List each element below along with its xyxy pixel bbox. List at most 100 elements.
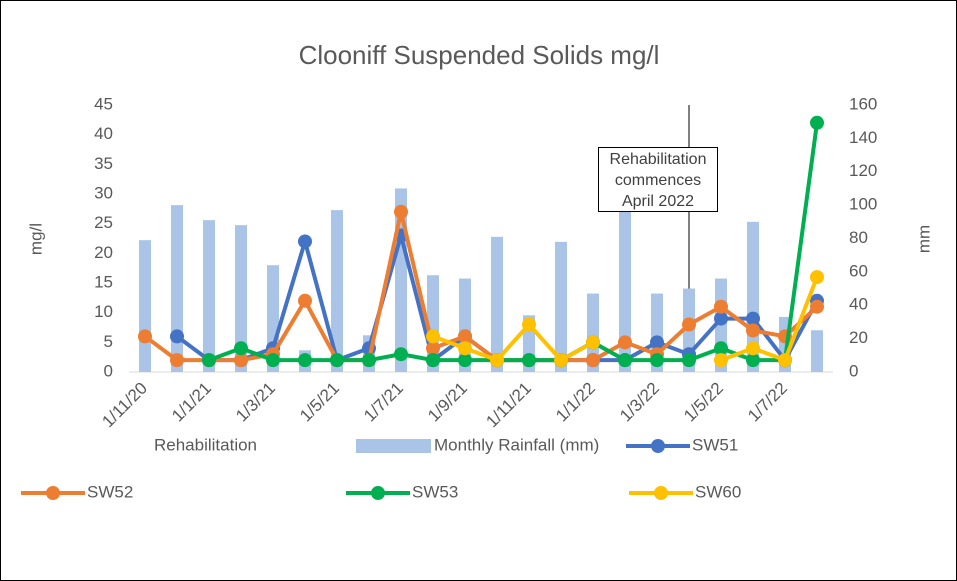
- x-tick-label: 1/3/22: [616, 379, 663, 426]
- legend-label: Monthly Rainfall (mm): [434, 435, 599, 454]
- series-marker: [458, 329, 472, 344]
- y-tick-label: 20: [94, 243, 113, 262]
- series-marker: [330, 353, 344, 368]
- legend-marker: [371, 486, 385, 500]
- x-tick-label: 1/1/21: [168, 379, 215, 426]
- series-marker: [714, 341, 728, 356]
- series-line: [720, 276, 819, 363]
- series-marker: [394, 347, 408, 362]
- x-tick-label: 1/3/21: [232, 379, 279, 426]
- x-tick-label: 1/11/20: [98, 379, 151, 432]
- series-marker: [618, 353, 632, 368]
- rain-bar: [555, 241, 567, 372]
- series-marker: [426, 341, 440, 356]
- series-marker: [266, 353, 280, 368]
- rain-bar: [587, 293, 599, 372]
- series-marker: [746, 311, 760, 326]
- y2-tick-label: 140: [849, 128, 877, 147]
- x-tick-label: 1/7/21: [360, 379, 407, 426]
- legend-label: SW53: [412, 482, 458, 501]
- y-tick-label: 40: [94, 124, 113, 143]
- series-marker: [138, 329, 152, 344]
- x-tick-label: 1/1/22: [552, 379, 599, 426]
- series-marker: [714, 311, 728, 326]
- series-marker: [810, 270, 824, 285]
- series-marker: [458, 353, 472, 368]
- y2-tick-label: 40: [849, 295, 868, 314]
- series-marker: [682, 353, 696, 368]
- series-marker: [298, 353, 312, 368]
- series-marker: [170, 353, 184, 368]
- series-marker: [298, 293, 312, 308]
- y2-tick-label: 80: [849, 228, 868, 247]
- legend-label: SW51: [692, 435, 738, 454]
- legend-marker: [651, 439, 665, 453]
- rain-bar: [235, 225, 247, 372]
- series-marker: [586, 353, 600, 368]
- series-marker: [490, 353, 504, 368]
- series-marker: [618, 335, 632, 350]
- rain-bar: [619, 205, 631, 372]
- y-tick-label: 35: [94, 154, 113, 173]
- series-marker: [714, 299, 728, 314]
- series-marker: [426, 329, 440, 344]
- legend-marker: [654, 486, 668, 500]
- series-marker: [458, 341, 472, 356]
- series-marker: [362, 353, 376, 368]
- series-marker: [554, 353, 568, 368]
- x-tick-label: 1/9/21: [424, 379, 471, 426]
- y-tick-label: 15: [94, 272, 113, 291]
- y-tick-label: 25: [94, 213, 113, 232]
- legend-label: SW52: [87, 482, 133, 501]
- y-tick-label: 5: [104, 332, 113, 351]
- legend-marker: [46, 486, 60, 500]
- rain-bar: [331, 210, 343, 372]
- series-marker: [522, 353, 536, 368]
- y2-tick-label: 60: [849, 261, 868, 280]
- series-marker: [234, 353, 248, 368]
- series-marker: [650, 353, 664, 368]
- y2-tick-label: 160: [849, 94, 877, 113]
- y-tick-label: 30: [94, 183, 113, 202]
- y-tick-label: 45: [94, 94, 113, 113]
- chart-title: Clooniff Suspended Solids mg/l: [299, 40, 660, 70]
- series-marker: [298, 234, 312, 249]
- y-axis-title: mg/l: [26, 223, 45, 255]
- rain-bar: [139, 240, 151, 372]
- series-marker: [650, 335, 664, 350]
- y2-tick-label: 100: [849, 195, 877, 214]
- series-marker: [746, 341, 760, 356]
- series-line: [143, 211, 819, 363]
- series-marker: [394, 204, 408, 219]
- y2-tick-label: 20: [849, 328, 868, 347]
- series-marker: [202, 353, 216, 368]
- x-tick-label: 1/7/22: [744, 379, 791, 426]
- series-marker: [746, 353, 760, 368]
- rain-bar: [811, 330, 823, 372]
- series-marker: [170, 329, 184, 344]
- x-tick-label: 1/5/22: [680, 379, 727, 426]
- y2-tick-label: 120: [849, 161, 877, 180]
- y-tick-label: 10: [94, 302, 113, 321]
- series-marker: [522, 317, 536, 332]
- series-marker: [810, 299, 824, 314]
- annotation: Rehabilitation commences April 2022: [598, 147, 718, 212]
- rain-bar: [171, 205, 183, 372]
- rain-bar: [491, 236, 503, 372]
- series-marker: [586, 335, 600, 350]
- series-marker: [682, 317, 696, 332]
- series-marker: [778, 353, 792, 368]
- legend-swatch: [356, 439, 431, 453]
- y2-tick-label: 0: [849, 361, 858, 380]
- series-marker: [426, 353, 440, 368]
- rain-bar: [203, 220, 215, 372]
- series-marker: [714, 353, 728, 368]
- series-marker: [234, 341, 248, 356]
- y2-axis-title: mm: [914, 225, 933, 253]
- legend-label: SW60: [695, 482, 741, 501]
- x-tick-label: 1/11/21: [482, 379, 535, 432]
- legend-label: Rehabilitation: [154, 435, 257, 454]
- series-marker: [746, 323, 760, 338]
